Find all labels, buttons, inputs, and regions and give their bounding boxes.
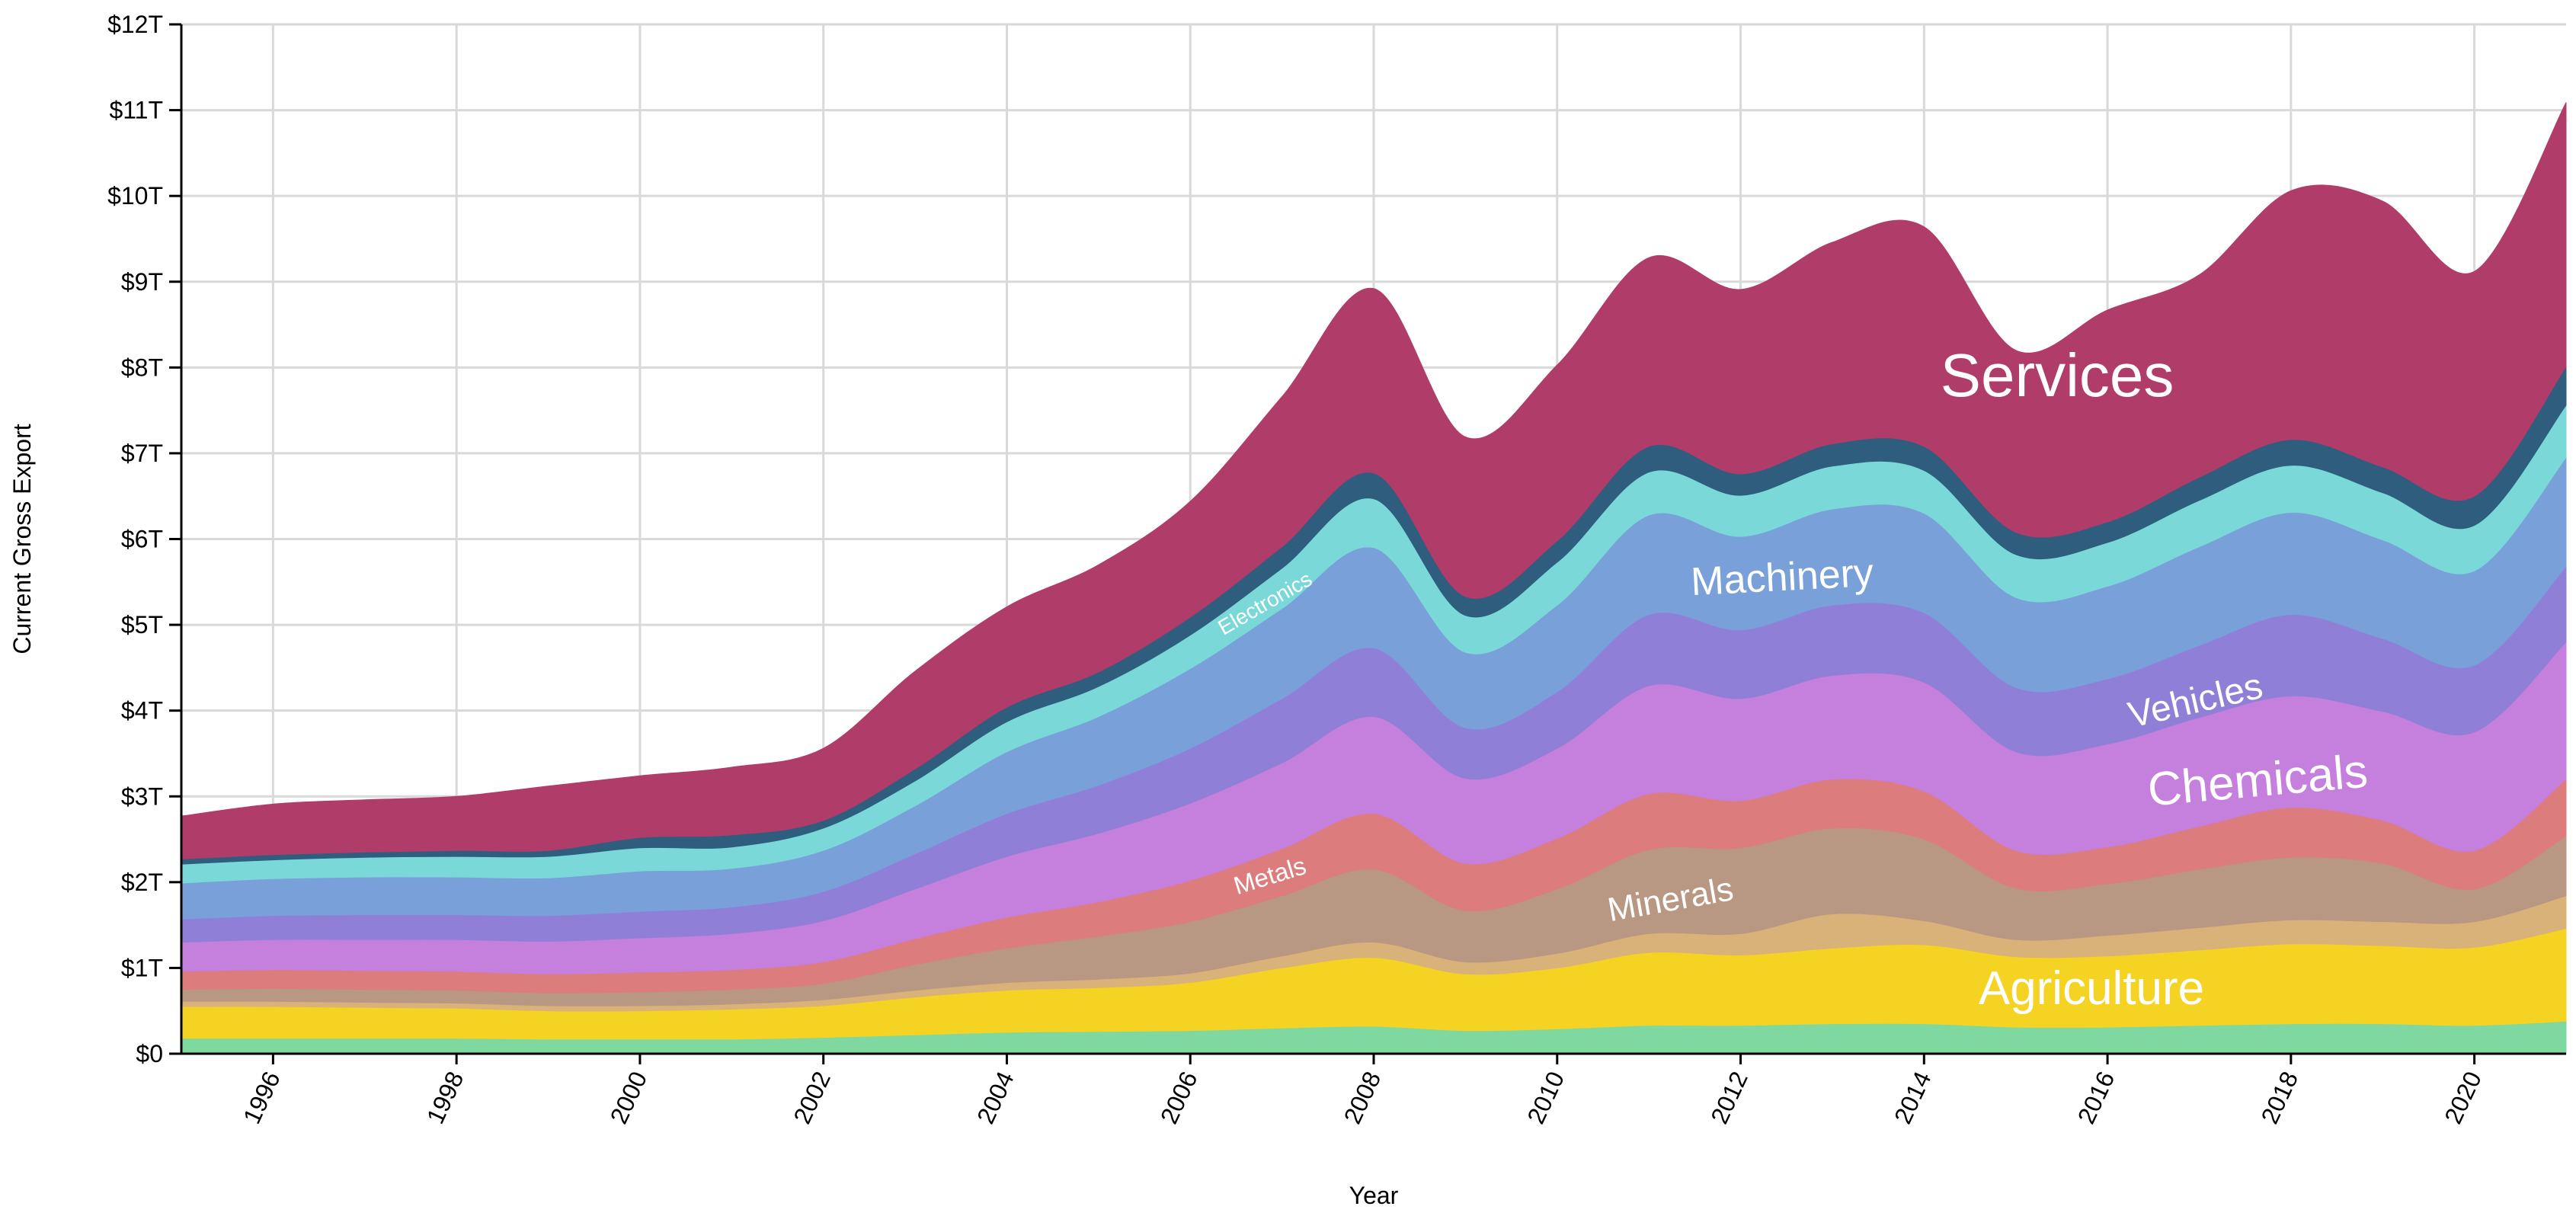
y-tick-label: $3T — [121, 782, 163, 810]
y-tick-label: $0 — [136, 1040, 163, 1067]
x-tick-label: 2012 — [1705, 1067, 1753, 1128]
y-tick-label: $7T — [121, 440, 163, 467]
x-tick-label: 2002 — [788, 1067, 836, 1128]
area-services[interactable] — [181, 102, 2567, 859]
x-tick-label: 1996 — [238, 1067, 286, 1128]
x-tick-label: 2000 — [605, 1067, 653, 1128]
x-tick-label: 2020 — [2439, 1067, 2487, 1128]
x-tick-label: 1998 — [421, 1067, 469, 1128]
y-tick-label: $2T — [121, 869, 163, 896]
y-tick-label: $8T — [121, 354, 163, 381]
y-tick-label: $5T — [121, 611, 163, 638]
area-label-machinery: Machinery — [1690, 551, 1875, 604]
y-tick-label: $4T — [121, 697, 163, 725]
area-label-agriculture: Agriculture — [1979, 962, 2204, 1015]
x-tick-label: 2016 — [2072, 1067, 2120, 1128]
axes: $0 $1T $2T $3T $4T $5T $6T $7T $8T $9T $10T $11T $12… — [107, 11, 2566, 1128]
area-label-services: Services — [1941, 341, 2174, 409]
y-axis-title: Current Gross Export — [8, 424, 36, 654]
x-axis-title: Year — [1349, 1182, 1399, 1209]
y-tick-label: $11T — [109, 97, 163, 124]
y-tick-label: $10T — [107, 182, 163, 210]
y-tick-label: $6T — [121, 526, 163, 553]
x-tick-label: 2004 — [971, 1067, 1019, 1128]
y-tick-label: $1T — [121, 954, 163, 981]
x-tick-label: 2006 — [1155, 1067, 1203, 1128]
y-tick-label: $9T — [121, 268, 163, 296]
y-tick-label: $12T — [107, 11, 163, 38]
x-tick-label: 2010 — [1522, 1067, 1570, 1128]
x-tick-label: 2008 — [1339, 1067, 1387, 1128]
x-tick-label: 2018 — [2255, 1067, 2303, 1128]
x-tick-label: 2014 — [1889, 1067, 1937, 1128]
area-series-layer — [181, 102, 2567, 1054]
